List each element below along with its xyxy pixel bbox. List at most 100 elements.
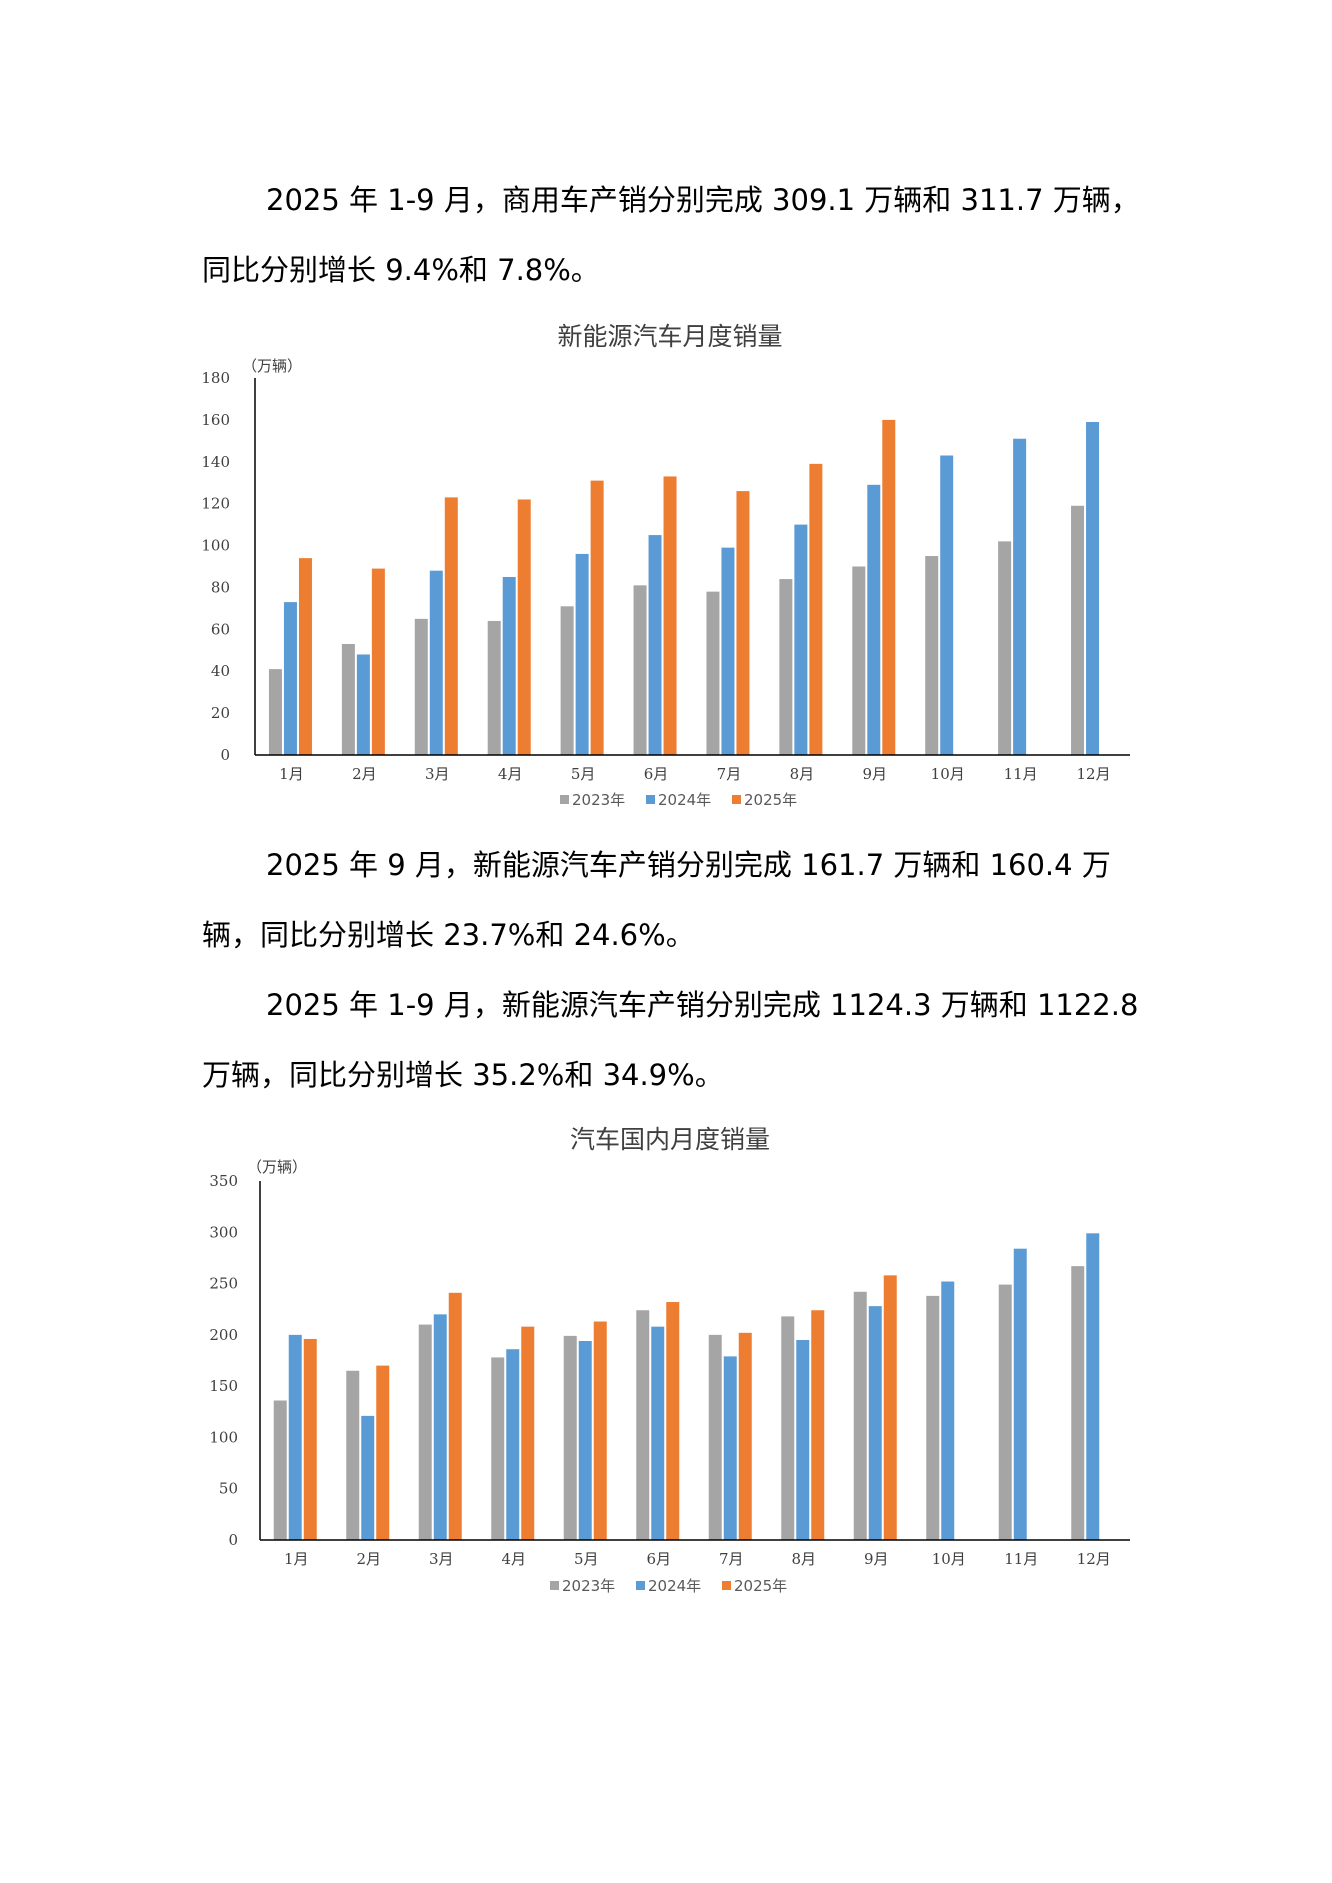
x-tick-label: 8月 (790, 765, 815, 783)
x-tick-label: 8月 (791, 1550, 816, 1568)
bar-2025年-2月 (376, 1365, 390, 1540)
bar-2025年-8月 (809, 463, 823, 755)
chart-domestic-monthly-sales: 汽车国内月度销量 （万辆） 0 50 100 150 200 250 300 350 1月 2月 3月 4… (180, 1118, 1150, 1613)
bar-2025年-5月 (590, 480, 604, 755)
x-tick-label: 5月 (571, 765, 596, 783)
legend-label: 2024年 (648, 1577, 701, 1595)
y-tick-label: 40 (211, 662, 230, 680)
x-tick-label: 2月 (356, 1550, 381, 1568)
bar-2024年-3月 (433, 1314, 447, 1540)
y-tick-label: 20 (211, 704, 230, 722)
chart-nev-monthly-sales-svg: 新能源汽车月度销量 （万辆） 0 20 40 60 80 100 120 140 160 180 1月 2… (201, 322, 1130, 809)
bar-2024年-4月 (502, 576, 516, 755)
bar-2023年-9月 (853, 1291, 867, 1540)
bar-2024年-2月 (361, 1415, 375, 1540)
bar-2023年-4月 (491, 1357, 505, 1540)
x-tick-label: 11月 (1004, 765, 1038, 783)
x-tick-label: 4月 (501, 1550, 526, 1568)
bar-2025年-7月 (736, 491, 750, 755)
legend-swatch-2023年 (550, 1581, 559, 1590)
paragraph-line: 2025 年 9 月，新能源汽车产销分别完成 161.7 万辆和 160.4 万 (266, 848, 1111, 882)
bar-2024年-5月 (575, 553, 589, 755)
bar-2024年-11月 (1013, 438, 1027, 755)
y-tick-label: 120 (201, 495, 230, 513)
x-tick-label: 1月 (279, 765, 304, 783)
bar-2025年-6月 (666, 1302, 680, 1540)
y-tick-label: 60 (211, 620, 230, 638)
y-tick-label: 350 (209, 1172, 238, 1190)
legend-swatch-2025年 (722, 1581, 731, 1590)
bar-2023年-9月 (852, 566, 866, 755)
bar-2023年-1月 (273, 1400, 287, 1540)
y-axis-unit-label: （万辆） (242, 357, 302, 375)
bar-2024年-9月 (868, 1306, 882, 1540)
paragraph-nev-jan-sep: 2025 年 1-9 月，新能源汽车产销分别完成 1124.3 万辆和 1122… (202, 970, 1138, 1110)
bar-2023年-11月 (998, 541, 1012, 755)
legend-label: 2024年 (658, 791, 711, 809)
bar-2024年-7月 (723, 1356, 737, 1540)
bar-2023年-1月 (268, 669, 282, 755)
bar-2025年-4月 (517, 499, 531, 755)
y-tick-label: 160 (201, 411, 230, 429)
x-tick-label: 1月 (284, 1550, 309, 1568)
bar-2023年-6月 (636, 1310, 650, 1540)
x-tick-label: 9月 (863, 765, 888, 783)
x-tick-label: 12月 (1076, 765, 1110, 783)
bar-2023年-6月 (633, 585, 647, 755)
bar-2024年-10月 (941, 1281, 955, 1540)
y-tick-label: 300 (209, 1223, 238, 1241)
bar-2024年-1月 (283, 602, 297, 755)
bar-2025年-2月 (371, 568, 385, 755)
bar-2023年-7月 (706, 591, 720, 755)
x-tick-label: 11月 (1004, 1550, 1038, 1568)
y-tick-label: 140 (201, 453, 230, 471)
bar-2025年-7月 (738, 1332, 752, 1540)
legend-swatch-2024年 (636, 1581, 645, 1590)
bar-2024年-11月 (1013, 1248, 1027, 1540)
x-tick-label: 2月 (352, 765, 377, 783)
bar-2024年-8月 (796, 1339, 810, 1540)
x-tick-label: 4月 (498, 765, 523, 783)
chart-domestic-monthly-sales-svg: 汽车国内月度销量 （万辆） 0 50 100 150 200 250 300 350 1月 2月 3月 4… (209, 1125, 1130, 1595)
y-tick-label: 250 (209, 1275, 238, 1293)
legend-label: 2025年 (744, 791, 797, 809)
x-tick-label: 9月 (864, 1550, 889, 1568)
bar-2024年-5月 (578, 1341, 592, 1540)
bar-2025年-4月 (521, 1326, 535, 1540)
bar-2025年-5月 (593, 1321, 607, 1540)
chart-title: 汽车国内月度销量 (570, 1125, 770, 1154)
y-tick-label: 0 (220, 746, 230, 764)
bar-2023年-7月 (708, 1334, 722, 1540)
bar-2024年-6月 (651, 1326, 665, 1540)
bar-2025年-1月 (298, 558, 312, 755)
bar-2025年-3月 (444, 497, 458, 755)
x-tick-label: 3月 (429, 1550, 454, 1568)
bar-2023年-2月 (341, 643, 355, 755)
y-tick-label: 200 (209, 1326, 238, 1344)
bar-2023年-3月 (418, 1324, 432, 1540)
bar-2023年-12月 (1071, 505, 1085, 755)
legend-swatch-2025年 (732, 795, 741, 804)
bar-2023年-4月 (487, 620, 501, 755)
x-tick-label: 10月 (931, 765, 965, 783)
bar-2023年-3月 (414, 618, 428, 755)
chart-title: 新能源汽车月度销量 (557, 322, 782, 351)
bar-2024年-3月 (429, 570, 443, 755)
x-tick-label: 6月 (644, 765, 669, 783)
bar-2025年-1月 (303, 1338, 317, 1540)
paragraph-nev-september: 2025 年 9 月，新能源汽车产销分别完成 161.7 万辆和 160.4 万… (202, 830, 1132, 970)
bar-2024年-6月 (648, 535, 662, 755)
x-tick-label: 6月 (646, 1550, 671, 1568)
bar-2025年-9月 (883, 1275, 897, 1540)
x-tick-label: 7月 (719, 1550, 744, 1568)
x-tick-label: 12月 (1077, 1550, 1111, 1568)
legend-swatch-2023年 (560, 795, 569, 804)
paragraph-line: 同比分别增长 9.4%和 7.8%。 (202, 253, 600, 287)
bar-2023年-5月 (563, 1335, 577, 1540)
paragraph-commercial-vehicles: 2025 年 1-9 月，商用车产销分别完成 309.1 万辆和 311.7 万… (202, 165, 1140, 305)
bar-2023年-12月 (1071, 1266, 1085, 1540)
bar-2024年-2月 (356, 654, 370, 755)
legend-label: 2025年 (734, 1577, 787, 1595)
x-tick-label: 7月 (717, 765, 742, 783)
bar-2025年-8月 (811, 1310, 825, 1540)
